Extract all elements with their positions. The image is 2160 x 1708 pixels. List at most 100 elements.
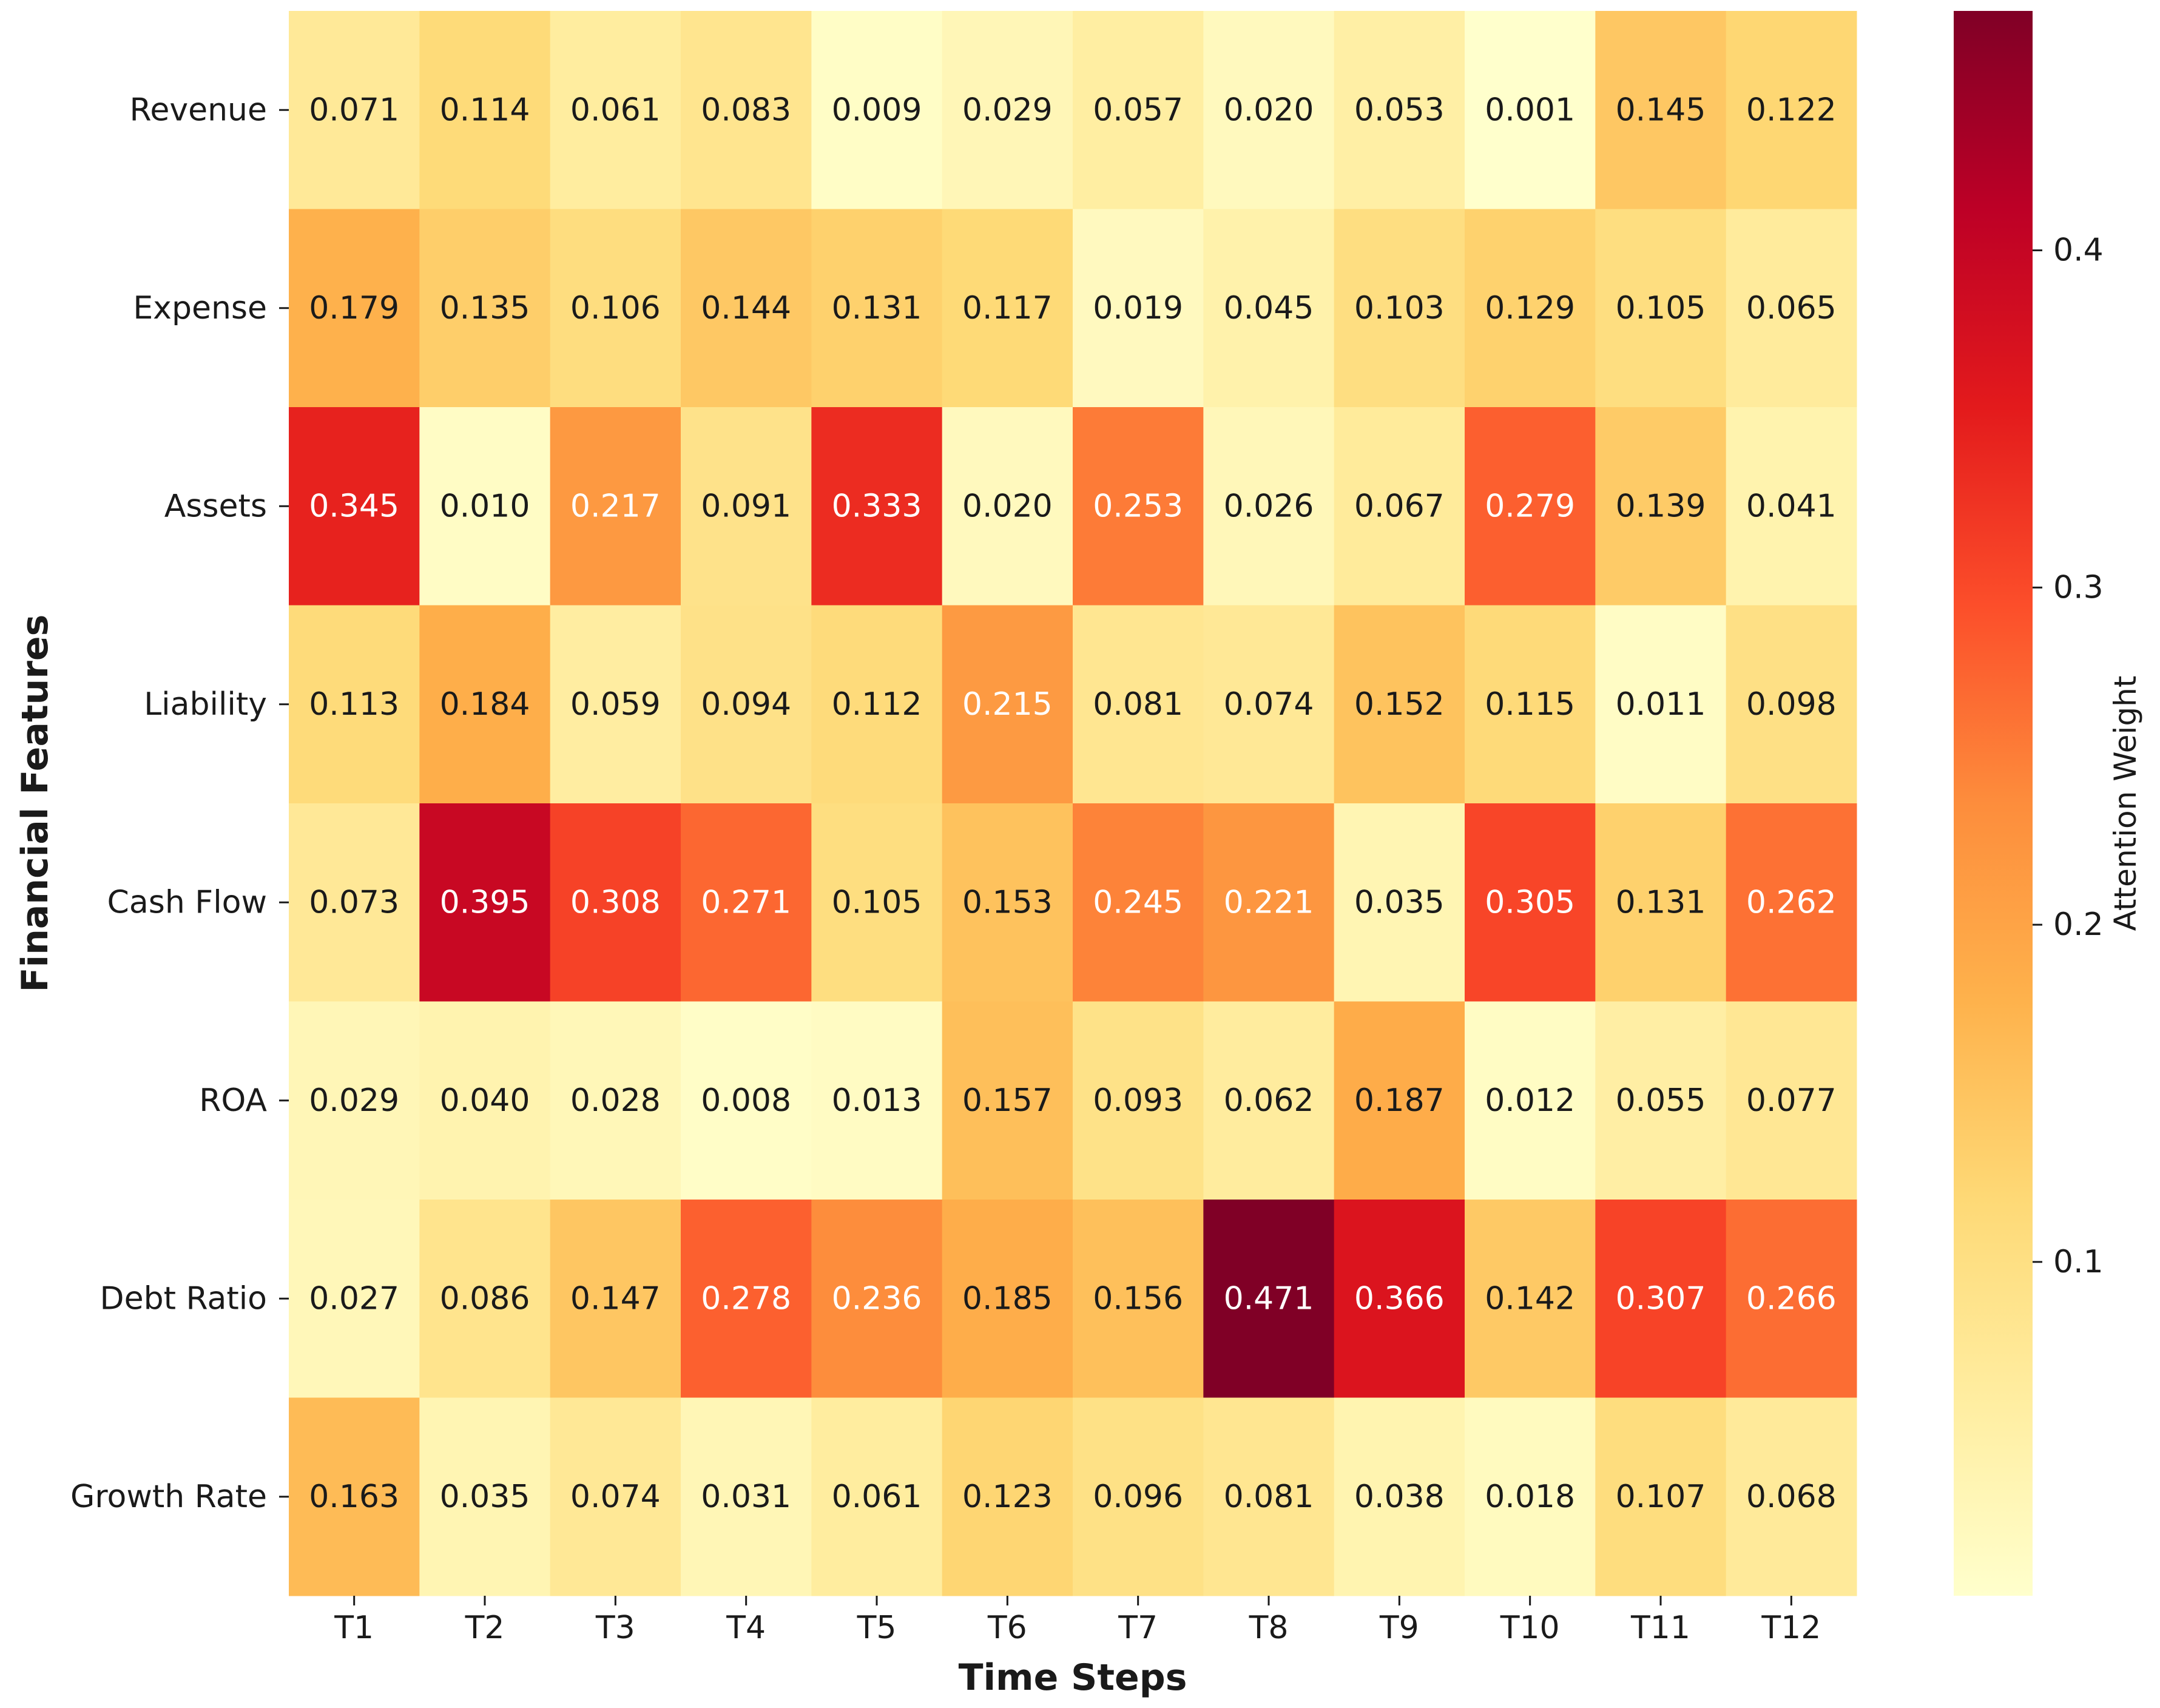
cell-value-label: 0.098 — [1746, 686, 1837, 723]
cell-value-label: 0.145 — [1616, 92, 1706, 128]
x-tick-label: T12 — [1761, 1610, 1821, 1646]
cell-value-label: 0.245 — [1093, 884, 1183, 920]
heatmap-cell — [419, 11, 551, 209]
heatmap-cell — [681, 209, 812, 408]
cell-value-label: 0.009 — [832, 92, 922, 128]
heatmap-cell — [1726, 605, 1857, 804]
heatmap-cell — [942, 1001, 1073, 1200]
heatmap-cell — [681, 407, 812, 606]
x-axis-title: Time Steps — [959, 1656, 1187, 1699]
heatmap-cell — [550, 407, 681, 606]
heatmap-cell — [1073, 1397, 1204, 1596]
heatmap-cell — [550, 209, 681, 408]
heatmap-cell — [1595, 1397, 1727, 1596]
heatmap-cell — [811, 209, 943, 408]
heatmap-cell — [1726, 803, 1857, 1002]
heatmap-cell — [289, 209, 420, 408]
heatmap-cell — [1073, 1001, 1204, 1200]
x-tick-label: T4 — [726, 1610, 766, 1646]
y-tick-label: Expense — [133, 290, 267, 326]
heatmap-cell — [811, 407, 943, 606]
x-tick-label: T11 — [1630, 1610, 1690, 1646]
heatmap-cell — [942, 1397, 1073, 1596]
heatmap-cell — [1203, 803, 1335, 1002]
cell-value-label: 0.266 — [1746, 1280, 1837, 1317]
heatmap-cell — [1073, 11, 1204, 209]
y-tick-label: Cash Flow — [107, 884, 267, 920]
cell-value-label: 0.279 — [1485, 488, 1575, 524]
cell-value-label: 0.071 — [309, 92, 399, 128]
cell-value-label: 0.139 — [1616, 488, 1706, 524]
cell-value-label: 0.035 — [1354, 884, 1445, 920]
cell-value-label: 0.026 — [1224, 488, 1314, 524]
cell-value-label: 0.055 — [1616, 1082, 1706, 1119]
cell-value-label: 0.018 — [1485, 1479, 1575, 1515]
cell-value-label: 0.163 — [309, 1479, 399, 1515]
heatmap-cell — [1595, 407, 1727, 606]
cell-value-label: 0.053 — [1354, 92, 1445, 128]
heatmap-cell — [1465, 1001, 1596, 1200]
cell-value-label: 0.094 — [701, 686, 791, 723]
heatmap-cell — [1334, 1200, 1465, 1398]
heatmap-cell — [1203, 407, 1335, 606]
heatmap-cell — [1334, 605, 1465, 804]
heatmap-cell — [1334, 1397, 1465, 1596]
colorbar-title: Attention Weight — [2108, 676, 2143, 931]
cell-value-label: 0.107 — [1616, 1479, 1706, 1515]
heatmap-cell — [681, 803, 812, 1002]
cell-value-label: 0.129 — [1485, 290, 1575, 326]
cell-value-label: 0.105 — [1616, 290, 1706, 326]
cell-value-label: 0.065 — [1746, 290, 1837, 326]
heatmap-cell — [1726, 1001, 1857, 1200]
heatmap-cell — [1073, 209, 1204, 408]
cell-value-label: 0.262 — [1746, 884, 1837, 920]
heatmap-cell — [1334, 1001, 1465, 1200]
heatmap-cell — [1334, 407, 1465, 606]
heatmap-cell — [289, 407, 420, 606]
heatmap-cell — [942, 1200, 1073, 1398]
heatmap-cell — [1726, 407, 1857, 606]
heatmap-cell — [289, 1200, 420, 1398]
cell-value-label: 0.114 — [440, 92, 530, 128]
cell-value-label: 0.156 — [1093, 1280, 1183, 1317]
cell-value-label: 0.074 — [1224, 686, 1314, 723]
y-axis-title: Financial Features — [14, 615, 56, 993]
heatmap-cell — [811, 1200, 943, 1398]
cell-value-label: 0.187 — [1354, 1082, 1445, 1119]
heatmap-cell — [1595, 209, 1727, 408]
heatmap-cell — [1726, 11, 1857, 209]
cell-value-label: 0.067 — [1354, 488, 1445, 524]
cell-value-label: 0.153 — [962, 884, 1053, 920]
heatmap-cell — [1203, 209, 1335, 408]
heatmap-cell — [419, 1397, 551, 1596]
cell-value-label: 0.333 — [832, 488, 922, 524]
cell-value-label: 0.122 — [1746, 92, 1837, 128]
heatmap-cell — [1595, 1200, 1727, 1398]
cell-value-label: 0.131 — [1616, 884, 1706, 920]
y-tick-label: Debt Ratio — [100, 1280, 267, 1317]
x-tick-label: T5 — [857, 1610, 897, 1646]
heatmap-cell — [1073, 407, 1204, 606]
cell-value-label: 0.305 — [1485, 884, 1575, 920]
cell-value-label: 0.471 — [1224, 1280, 1314, 1317]
cell-value-label: 0.152 — [1354, 686, 1445, 723]
heatmap-cell — [1465, 1200, 1596, 1398]
cell-value-label: 0.093 — [1093, 1082, 1183, 1119]
y-tick-label: Assets — [164, 488, 267, 524]
heatmap-cell — [811, 1001, 943, 1200]
heatmap-cell — [681, 1200, 812, 1398]
heatmap-cell — [811, 803, 943, 1002]
cell-value-label: 0.057 — [1093, 92, 1183, 128]
cell-value-label: 0.142 — [1485, 1280, 1575, 1317]
cell-value-label: 0.253 — [1093, 488, 1183, 524]
y-tick-label: Growth Rate — [70, 1479, 267, 1515]
cell-value-label: 0.083 — [701, 92, 791, 128]
heatmap-cell — [419, 209, 551, 408]
heatmap-cell — [1465, 11, 1596, 209]
heatmap-cell — [942, 407, 1073, 606]
heatmap-cell — [550, 605, 681, 804]
heatmap-cell — [550, 803, 681, 1002]
cell-value-label: 0.215 — [962, 686, 1053, 723]
cell-value-label: 0.105 — [832, 884, 922, 920]
cell-value-label: 0.008 — [701, 1082, 791, 1119]
